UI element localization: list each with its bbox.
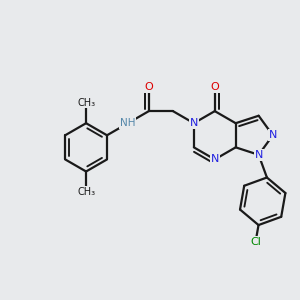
- Text: NH: NH: [120, 118, 136, 128]
- Text: O: O: [210, 82, 219, 92]
- Text: N: N: [211, 154, 219, 164]
- Text: N: N: [254, 150, 263, 160]
- Text: CH₃: CH₃: [77, 187, 95, 197]
- Text: N: N: [190, 118, 198, 128]
- Text: O: O: [144, 82, 153, 92]
- Text: Cl: Cl: [250, 237, 261, 247]
- Text: N: N: [269, 130, 277, 140]
- Text: CH₃: CH₃: [77, 98, 95, 108]
